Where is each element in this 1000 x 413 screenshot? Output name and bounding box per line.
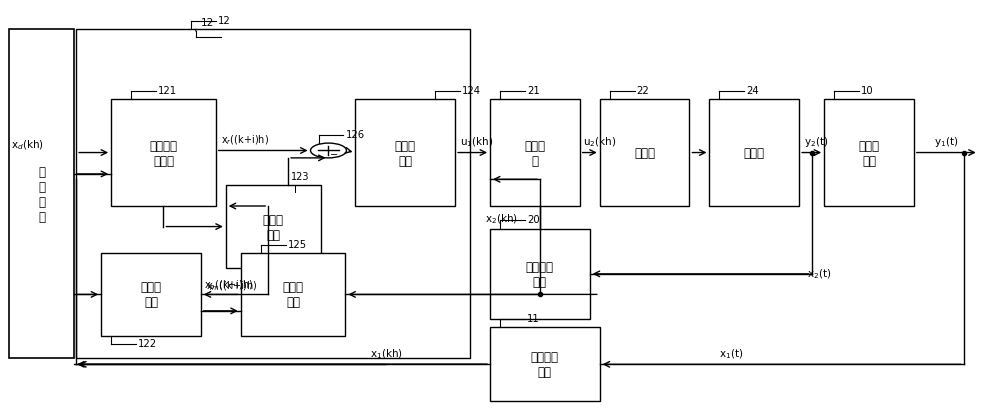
Text: x$_2$(t): x$_2$(t) (807, 267, 831, 280)
FancyBboxPatch shape (241, 254, 345, 336)
FancyBboxPatch shape (490, 229, 590, 319)
Text: x$_p$((k+i)h): x$_p$((k+i)h) (204, 278, 253, 293)
Text: 主
控
制
器: 主 控 制 器 (38, 165, 45, 223)
Text: 事件触
发器: 事件触 发器 (263, 213, 284, 241)
Text: 在线校
正器: 在线校 正器 (140, 281, 161, 309)
Text: 执行器: 执行器 (634, 147, 655, 160)
Text: 主汽温
对象: 主汽温 对象 (858, 139, 879, 167)
Text: 122: 122 (138, 338, 157, 348)
FancyBboxPatch shape (490, 100, 580, 206)
Text: x$_2$(kh): x$_2$(kh) (485, 211, 518, 225)
FancyBboxPatch shape (824, 100, 914, 206)
FancyBboxPatch shape (226, 186, 320, 268)
Text: 22: 22 (637, 86, 649, 96)
Text: x$_1$(t): x$_1$(t) (719, 347, 744, 360)
Text: 24: 24 (746, 86, 759, 96)
Text: 12: 12 (218, 16, 231, 26)
FancyBboxPatch shape (9, 30, 74, 358)
Text: 参考轨线
引入器: 参考轨线 引入器 (149, 139, 177, 167)
Text: 优化计
算器: 优化计 算器 (395, 139, 416, 167)
Text: u$_2$(kh): u$_2$(kh) (583, 135, 616, 149)
Text: x$_1$(kh): x$_1$(kh) (370, 347, 403, 360)
Text: u$_1$(kh): u$_1$(kh) (460, 135, 493, 149)
Text: 20: 20 (527, 215, 540, 225)
Text: 21: 21 (527, 86, 540, 96)
Text: y$_2$(t): y$_2$(t) (804, 135, 829, 149)
Text: 10: 10 (861, 86, 874, 96)
Text: 126: 126 (345, 130, 365, 140)
Text: 主检测变
送器: 主检测变 送器 (531, 351, 559, 378)
Text: 124: 124 (462, 86, 481, 96)
Text: 11: 11 (527, 313, 540, 323)
Text: 123: 123 (291, 172, 310, 182)
Text: 预测模
型器: 预测模 型器 (283, 281, 304, 309)
FancyBboxPatch shape (490, 328, 600, 401)
Text: 12: 12 (201, 18, 214, 28)
FancyBboxPatch shape (76, 30, 470, 358)
Text: −: − (330, 150, 338, 160)
Text: 125: 125 (288, 240, 307, 249)
FancyBboxPatch shape (111, 100, 216, 206)
Text: x$_m$((k+i)h): x$_m$((k+i)h) (206, 279, 258, 293)
FancyBboxPatch shape (600, 100, 689, 206)
Text: x$_d$(kh): x$_d$(kh) (11, 138, 44, 152)
FancyBboxPatch shape (709, 100, 799, 206)
Text: y$_1$(t): y$_1$(t) (934, 135, 958, 149)
Text: 121: 121 (158, 86, 177, 96)
Text: 副检测变
送器: 副检测变 送器 (526, 260, 554, 288)
Text: 减温器: 减温器 (744, 147, 765, 160)
FancyBboxPatch shape (355, 100, 455, 206)
Text: 副控制
器: 副控制 器 (524, 139, 545, 167)
FancyBboxPatch shape (101, 254, 201, 336)
Text: x$_r$((k+i)h): x$_r$((k+i)h) (221, 133, 269, 147)
